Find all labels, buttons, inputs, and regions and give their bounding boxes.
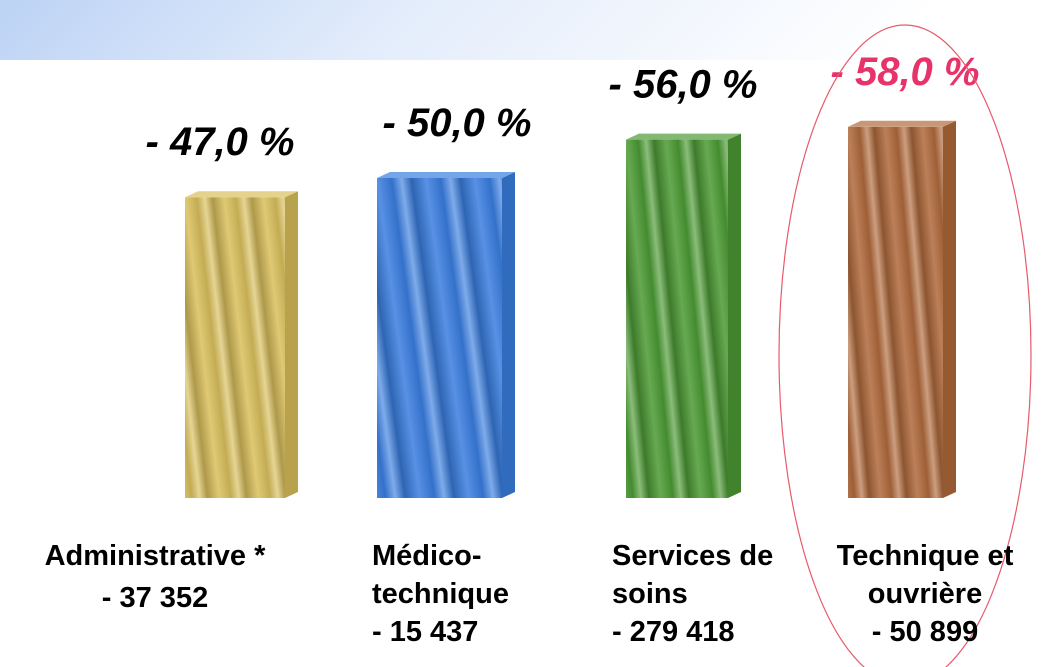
value-label: - 50,0 %	[383, 101, 532, 145]
highlight-ellipse	[778, 24, 1032, 667]
headcount: - 15 437	[372, 616, 479, 648]
headcount: - 37 352	[101, 582, 209, 614]
bar-side	[728, 133, 741, 498]
value-label: - 56,0 %	[609, 63, 758, 107]
category-name: Médico-technique	[372, 540, 509, 610]
value-label: - 58,0 %	[831, 50, 980, 94]
bar-top	[848, 120, 956, 127]
category-label: Médico-technique - 15 437	[372, 537, 572, 651]
category-label: Technique et ouvrière - 50 899	[835, 537, 1015, 651]
bar-top	[626, 133, 741, 140]
headcount: - 50 899	[871, 616, 979, 648]
bar	[185, 197, 285, 498]
headcount: - 279 418	[612, 616, 735, 648]
bar-side	[943, 120, 956, 499]
bar-side	[502, 172, 515, 498]
bar-top	[377, 172, 515, 178]
category-label: Services de soins - 279 418	[612, 537, 782, 651]
category-label: Administrative * - 37 352	[10, 537, 300, 617]
bar	[626, 139, 728, 498]
category-name: Technique et ouvrière	[836, 540, 1014, 610]
bar-side	[285, 191, 298, 498]
value-label: - 47,0 %	[146, 120, 295, 164]
bar-top	[185, 191, 298, 198]
bar	[377, 178, 502, 498]
category-name: Services de soins	[612, 540, 774, 610]
bar	[848, 126, 943, 499]
category-name: Administrative *	[44, 540, 266, 572]
